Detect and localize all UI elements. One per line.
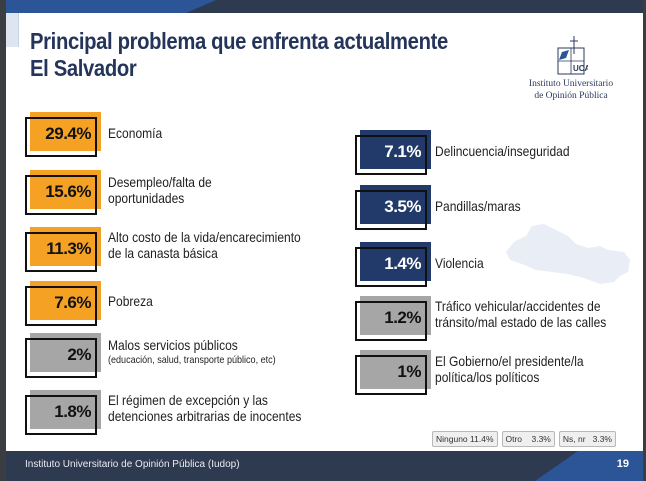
problem-label: Alto costo de la vida/encarecimiento de … bbox=[108, 229, 301, 261]
value-box-outline bbox=[355, 135, 427, 175]
problem-label: Pandillas/maras bbox=[435, 198, 521, 214]
problem-value: 7.6% bbox=[54, 293, 91, 312]
value-box-outline bbox=[25, 286, 97, 326]
label-line-1: Tráfico vehicular/accidentes de bbox=[435, 298, 601, 314]
value-box-outline bbox=[355, 355, 427, 395]
top-band-accent bbox=[6, 0, 216, 13]
problem-value: 29.4% bbox=[45, 124, 91, 143]
problem-label: Tráfico vehicular/accidentes de tránsito… bbox=[435, 298, 606, 330]
value-box-outline bbox=[25, 117, 97, 157]
problem-value: 1.2% bbox=[384, 308, 421, 327]
label-line-2: (educación, salud, transporte público, e… bbox=[108, 354, 276, 366]
label-line-2: política/los políticos bbox=[435, 369, 540, 385]
el-salvador-map-icon bbox=[506, 224, 630, 284]
problem-label: Malos servicios públicos (educación, sal… bbox=[108, 337, 276, 367]
label-line-2: de la canasta básica bbox=[108, 245, 218, 261]
label-line-1: Malos servicios públicos bbox=[108, 337, 238, 353]
uca-logo-icon: UCA bbox=[557, 36, 588, 75]
logo-line-1: Instituto Universitario bbox=[528, 79, 614, 89]
label-line-1: Pandillas/maras bbox=[435, 198, 521, 214]
value-box-outline bbox=[25, 395, 97, 435]
problem-value: 11.3% bbox=[46, 239, 91, 258]
footer-band: Instituto Universitario de Opinión Públi… bbox=[6, 451, 643, 481]
problem-label: Economía bbox=[108, 125, 162, 141]
problem-value: 1.4% bbox=[384, 254, 421, 273]
label-line-2: oportunidades bbox=[108, 190, 185, 206]
other-chip-otro: Otro 3.3% bbox=[501, 431, 555, 447]
problem-label: Desempleo/falta de oportunidades bbox=[108, 174, 212, 206]
footer-source: Instituto Universitario de Opinión Públi… bbox=[25, 459, 240, 470]
label-line-1: Violencia bbox=[435, 255, 484, 271]
label-line-2: tránsito/mal estado de las calles bbox=[435, 314, 607, 330]
value-box-outline bbox=[25, 232, 97, 272]
value-box-outline bbox=[355, 301, 427, 341]
problem-label: El Gobierno/el presidente/la política/lo… bbox=[435, 353, 584, 385]
problem-value: 1.8% bbox=[54, 402, 91, 421]
other-chip-ninguno: Ninguno 11.4% bbox=[432, 431, 498, 447]
problem-label: Violencia bbox=[435, 255, 484, 271]
page-number: 19 bbox=[616, 458, 629, 470]
left-tab-decoration bbox=[6, 13, 19, 47]
label-line-1: Economía bbox=[108, 125, 163, 141]
value-box-outline bbox=[25, 338, 97, 378]
value-box-outline bbox=[25, 175, 97, 215]
problem-value: 7.1% bbox=[384, 142, 421, 161]
problem-value: 1% bbox=[397, 362, 421, 381]
footer-accent bbox=[535, 451, 643, 481]
other-responses: Ninguno 11.4% Otro 3.3% Ns, nr 3.3% bbox=[432, 431, 616, 447]
problem-label: Pobreza bbox=[108, 293, 153, 309]
other-chip-ns-nr: Ns, nr 3.3% bbox=[558, 431, 616, 447]
value-box-outline bbox=[355, 247, 427, 287]
label-line-1: El régimen de excepción y las bbox=[108, 392, 268, 408]
top-band bbox=[6, 0, 643, 13]
page-title: Principal problema que enfrenta actualme… bbox=[30, 28, 470, 82]
logo-line-2: de Opinión Pública bbox=[534, 91, 608, 101]
problem-value: 3.5% bbox=[384, 197, 421, 216]
problem-label: El régimen de excepción y las detencione… bbox=[108, 392, 301, 424]
label-line-1: El Gobierno/el presidente/la bbox=[435, 353, 584, 369]
title-line-2: El Salvador bbox=[30, 55, 137, 81]
slide: Principal problema que enfrenta actualme… bbox=[6, 0, 643, 481]
title-line-1: Principal problema que enfrenta actualme… bbox=[30, 28, 448, 54]
iudop-logo: UCA Instituto Universitario de Opinión P… bbox=[516, 36, 626, 102]
label-line-1: Alto costo de la vida/encarecimiento bbox=[108, 229, 301, 245]
label-line-1: Delincuencia/inseguridad bbox=[435, 143, 570, 159]
logo-text: Instituto Universitario de Opinión Públi… bbox=[516, 78, 626, 102]
svg-text:UCA: UCA bbox=[573, 64, 588, 73]
value-box-outline bbox=[355, 190, 427, 230]
label-line-1: Desempleo/falta de bbox=[108, 174, 212, 190]
problem-value: 15.6% bbox=[45, 182, 91, 201]
problem-value: 2% bbox=[67, 345, 91, 364]
label-line-1: Pobreza bbox=[108, 293, 153, 309]
label-line-2: detenciones arbitrarias de inocentes bbox=[108, 408, 302, 424]
problem-label: Delincuencia/inseguridad bbox=[435, 143, 570, 159]
